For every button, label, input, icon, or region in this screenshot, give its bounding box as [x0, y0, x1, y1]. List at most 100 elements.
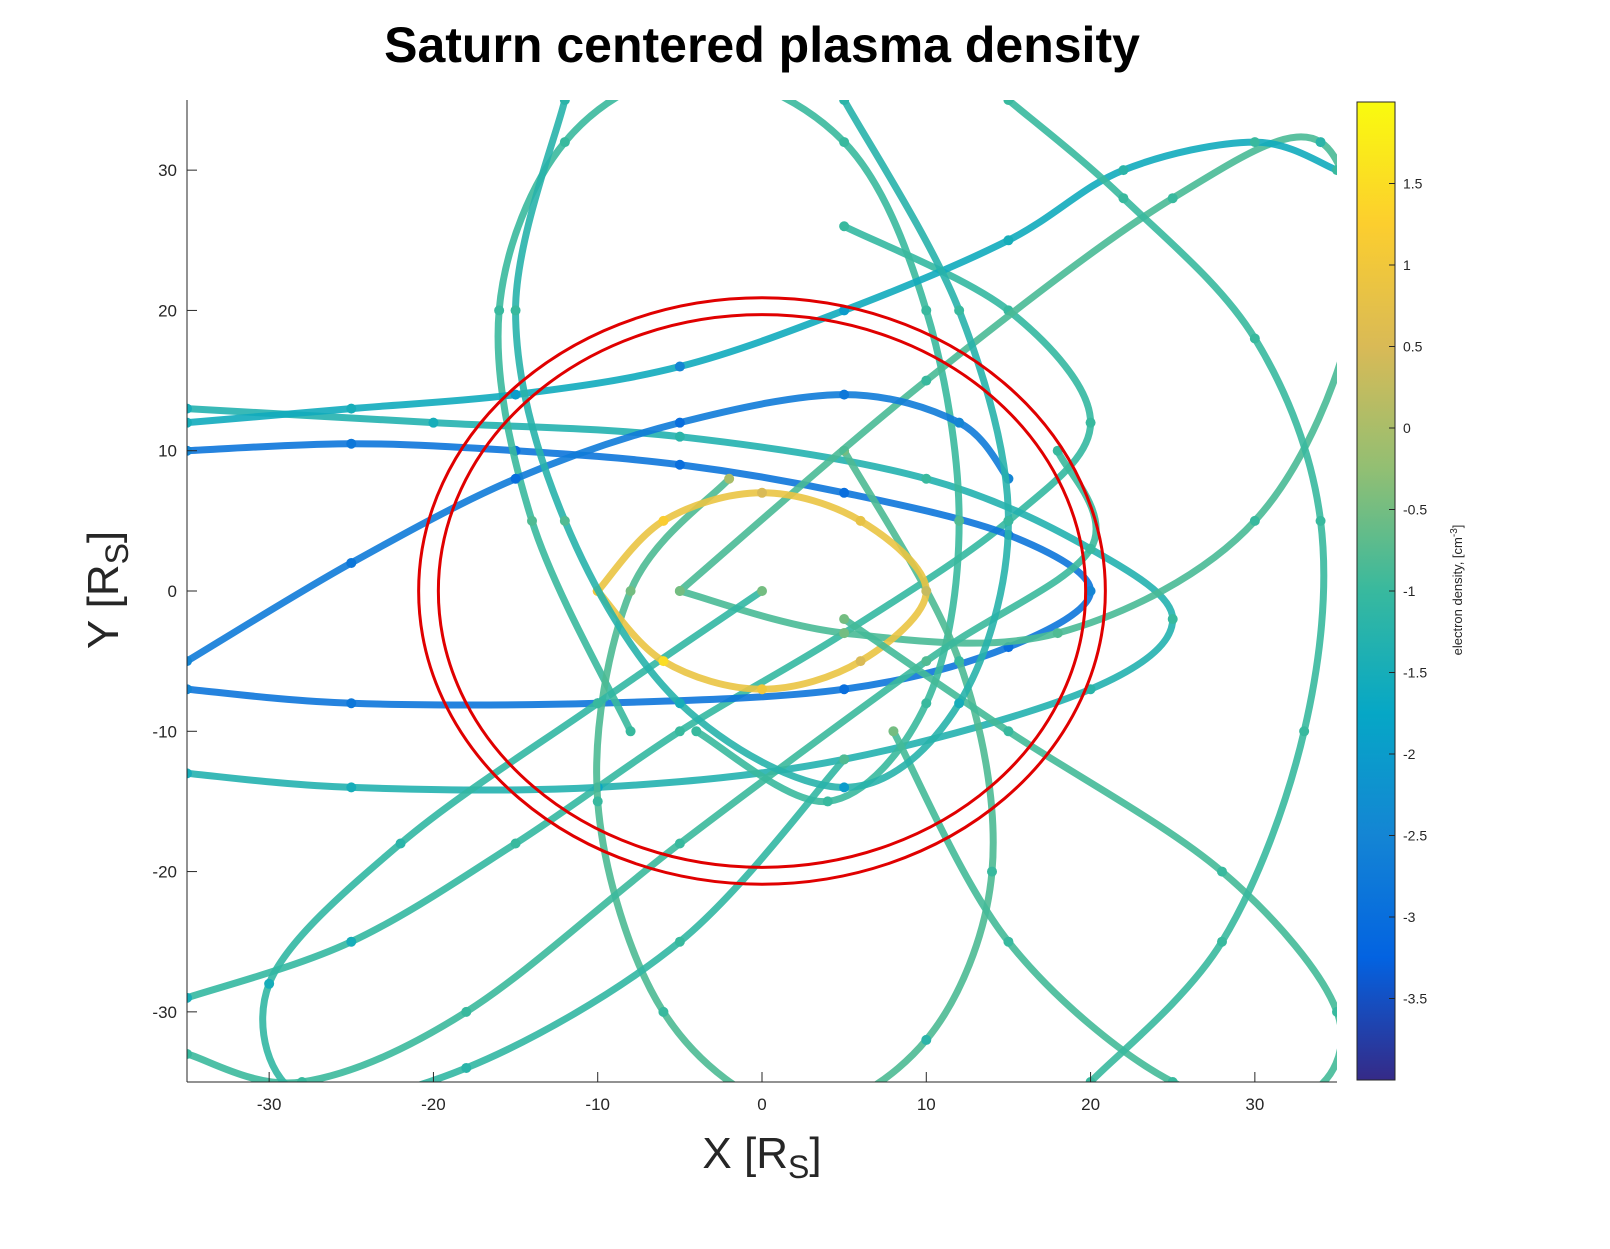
colorbar-tick-label: -3	[1403, 909, 1416, 925]
density-point	[954, 698, 965, 709]
density-point	[592, 796, 603, 807]
y-tick-label: 10	[158, 442, 177, 461]
density-point	[987, 866, 997, 877]
density-point	[510, 473, 521, 484]
density-point	[658, 656, 669, 667]
y-label-text: Y [R	[79, 564, 128, 649]
density-point	[1217, 866, 1227, 877]
trajectory	[187, 440, 1095, 709]
trajectory	[593, 447, 997, 1082]
density-point	[1217, 936, 1227, 947]
density-point	[187, 417, 192, 428]
density-point	[1003, 726, 1014, 737]
density-point	[346, 936, 357, 947]
density-point	[921, 375, 932, 386]
density-point	[510, 389, 521, 400]
x-tick-label: -20	[421, 1095, 446, 1114]
density-point	[674, 361, 685, 372]
density-point	[724, 473, 735, 484]
colorbar-label: electron density, [cm-3]	[1449, 525, 1465, 656]
density-point	[839, 137, 850, 148]
density-point	[921, 1034, 932, 1045]
density-point	[674, 698, 685, 709]
chart-title: Saturn centered plasma density	[384, 17, 1140, 73]
density-point	[1052, 628, 1063, 639]
density-point	[346, 438, 357, 449]
density-point	[1003, 515, 1014, 526]
density-point	[921, 305, 932, 316]
density-point	[839, 684, 850, 695]
density-point	[921, 698, 932, 709]
density-point	[839, 221, 850, 232]
trajectory	[259, 587, 848, 1082]
colorbar-label-end: ]	[1450, 525, 1465, 529]
density-point	[1315, 515, 1326, 526]
x-tick-label: 30	[1245, 1095, 1264, 1114]
colorbar-tick-label: -2	[1403, 746, 1416, 762]
density-point	[346, 782, 357, 793]
plot-area	[187, 100, 1337, 1101]
density-point	[395, 838, 406, 849]
x-tick-label: 0	[757, 1095, 766, 1114]
x-label-text: X [R	[702, 1129, 788, 1178]
x-label-end: ]	[809, 1129, 821, 1178]
boundary-circle	[417, 296, 1107, 886]
density-point	[1085, 417, 1096, 428]
density-point	[954, 417, 965, 428]
density-point	[187, 1048, 192, 1059]
density-point	[674, 417, 685, 428]
density-point	[839, 754, 850, 765]
y-axis-label: Y [RS]	[79, 531, 135, 649]
boundary-circle	[436, 313, 1088, 869]
density-point	[1249, 515, 1260, 526]
density-point	[1249, 333, 1260, 344]
x-tick-label: -10	[585, 1095, 610, 1114]
density-point	[674, 459, 685, 470]
density-point	[855, 656, 866, 667]
y-tick-label: 30	[158, 161, 177, 180]
density-point	[346, 698, 357, 709]
density-point	[674, 726, 685, 737]
density-point	[1167, 1077, 1178, 1082]
density-point	[297, 1091, 307, 1101]
density-point	[625, 586, 636, 596]
density-point	[559, 100, 570, 105]
density-point	[625, 726, 636, 737]
density-point	[461, 1006, 472, 1017]
density-point	[822, 796, 833, 807]
density-point	[1249, 137, 1260, 148]
trajectory	[187, 391, 1012, 665]
density-point	[921, 656, 932, 667]
density-point	[1332, 1006, 1337, 1017]
density-point	[921, 586, 932, 596]
trajectory	[187, 222, 1095, 1002]
colorbar-tick-label: 0	[1403, 420, 1411, 436]
y-label-sub: S	[99, 543, 135, 564]
x-tick-label: 20	[1081, 1095, 1100, 1114]
density-point	[264, 978, 275, 989]
colorbar-tick-label: -2.5	[1403, 828, 1427, 844]
y-tick-label: 0	[168, 582, 177, 601]
density-point	[921, 473, 932, 484]
density-point	[559, 515, 570, 526]
density-point	[674, 838, 685, 849]
colorbar-tick-label: -1.5	[1403, 665, 1427, 681]
colorbar-label-sup: -3	[1449, 528, 1460, 537]
y-tick-label: 20	[158, 301, 177, 320]
density-point	[839, 628, 850, 639]
colorbar-tick-label: -3.5	[1403, 991, 1427, 1007]
colorbar-tick-label: 0.5	[1403, 339, 1423, 355]
y-tick-label: -30	[152, 1003, 177, 1022]
density-point	[1332, 165, 1337, 176]
colorbar-tick-label: -1	[1403, 583, 1416, 599]
density-point	[510, 305, 521, 316]
axes: -30 -20 -10 0 10 20 30-30-20-100102030-3.5-3-2…	[152, 100, 1427, 1114]
density-point	[674, 431, 685, 442]
density-point	[839, 614, 850, 625]
colorbar-tick-label: -0.5	[1403, 502, 1427, 518]
density-point	[1003, 936, 1014, 947]
density-point	[510, 838, 521, 849]
density-point	[346, 557, 357, 568]
density-point	[559, 137, 570, 148]
density-point	[592, 698, 603, 709]
